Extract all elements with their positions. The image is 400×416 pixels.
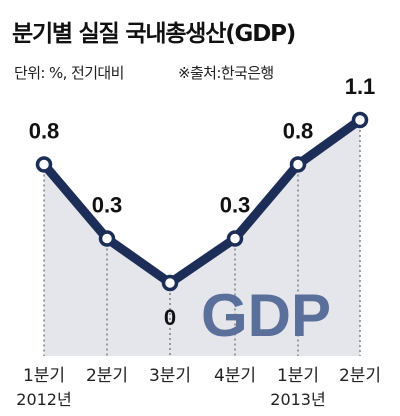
x-tick-label: 4분기 [214,366,256,386]
data-label: 1.1 [345,74,376,99]
x-tick-label: 1분기 [277,366,319,386]
data-point [351,111,369,129]
dotted-guides [43,120,361,356]
chart-title: 분기별 실질 국내총생산(GDP) [12,21,296,47]
unit-note: 단위: %, 전기대비 [14,64,124,82]
data-label: 0 [164,305,176,330]
data-point [161,274,179,292]
x-year-label: 2012년 [16,390,71,409]
data-point [289,156,307,173]
gdp-watermark: GDP [201,282,331,349]
x-tick-label: 1분기 [23,366,65,386]
data-label: 0.8 [29,118,60,143]
x-tick-label: 3분기 [149,366,191,386]
data-point [98,230,116,247]
data-point [35,156,53,173]
data-labels: 0.8 0.3 0 0.3 0.8 1.1 [29,74,376,330]
x-tick-label: 2분기 [86,366,128,386]
source-note: ※출처:한국은행 [178,64,274,82]
data-label: 0.3 [220,193,251,218]
x-year-label: 2013년 [270,390,325,409]
data-point [226,230,244,247]
data-label: 0.8 [283,118,314,143]
x-tick-label: 2분기 [339,366,381,386]
series-line [39,115,365,288]
area-fill [44,120,360,356]
x-axis-labels: 1분기 2012년 2분기 3분기 4분기 1분기 2013년 2분기 [16,366,381,409]
data-label: 0.3 [92,193,123,218]
markers [35,111,369,292]
